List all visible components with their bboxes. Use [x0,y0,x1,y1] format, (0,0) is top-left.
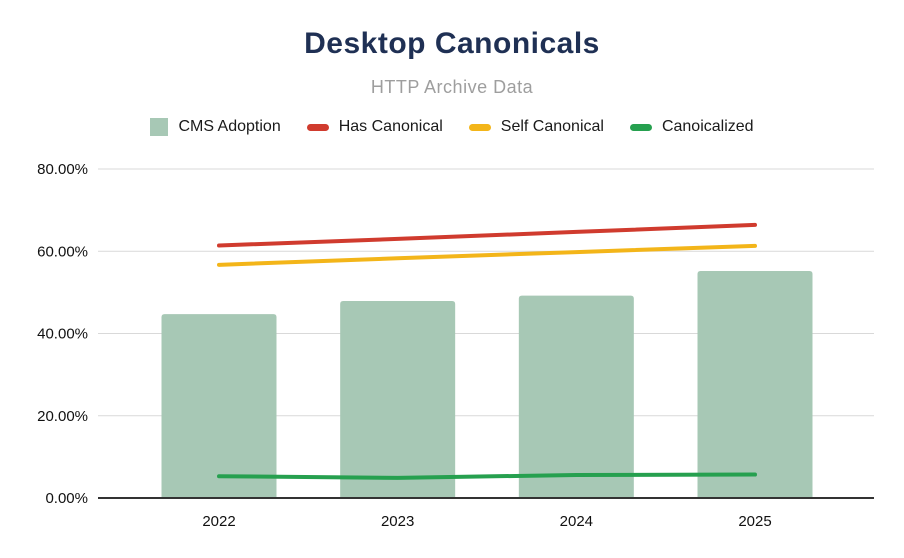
x-axis-label-2025: 2025 [738,513,771,530]
y-axis-tick-label: 20.00% [37,408,88,425]
x-axis-label-2022: 2022 [202,513,235,530]
bar-2025 [697,270,813,498]
legend-swatch-icon [629,123,652,131]
y-axis-tick-label: 40.00% [37,326,88,343]
y-axis-tick-label: 60.00% [37,243,88,260]
legend-item-canoicalized: Canoicalized [629,118,754,136]
legend-swatch-icon [468,123,491,131]
line-canoicalized [217,472,757,480]
bar-2022 [161,314,277,498]
legend-swatch-icon [150,118,169,136]
line-has-canonical [217,222,757,248]
legend-swatch-icon [306,123,329,131]
chart-subtitle: HTTP Archive Data [370,77,534,97]
chart-title: Desktop Canonicals [304,27,600,60]
y-axis-tick-label: 80.00% [37,161,88,178]
legend-item-has-canonical: Has Canonical [306,118,443,136]
legend-item-cms-adoption: CMS Adoption [150,118,281,136]
y-axis-tick-label: 0.00% [45,490,88,507]
legend-label: CMS Adoption [178,118,281,135]
legend-item-self-canonical: Self Canonical [468,118,604,136]
line-self-canonical [217,243,757,267]
x-axis-label-2023: 2023 [381,513,414,530]
legend-label: Has Canonical [338,118,443,135]
x-axis-label-2024: 2024 [560,513,593,530]
legend: CMS Adoption Has Canonical Self Canonical C… [0,118,904,136]
bar-2023 [340,301,456,498]
legend-label: Self Canonical [500,118,604,135]
legend-label: Canoicalized [661,118,754,135]
bar-2024 [518,295,634,498]
